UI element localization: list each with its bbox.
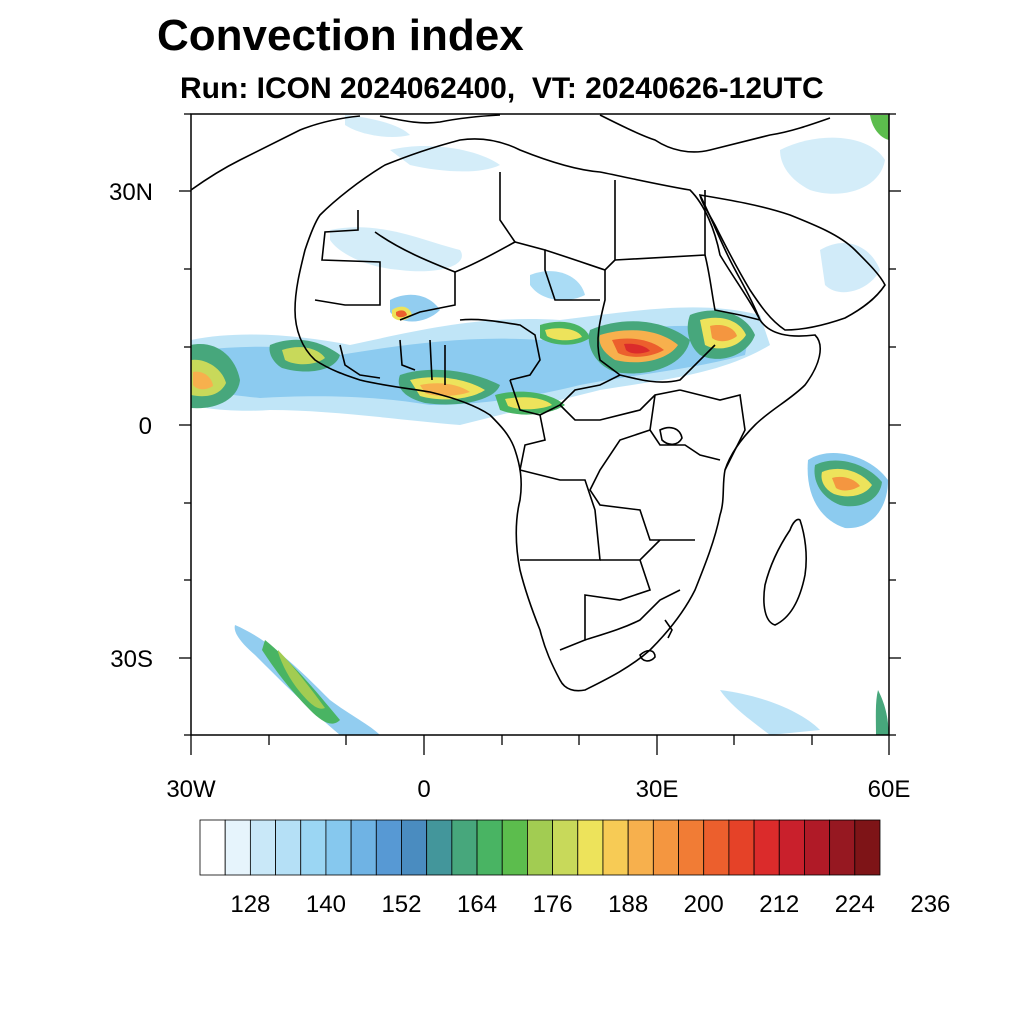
colorbar-label: 128 [230, 891, 270, 918]
colorbar [199, 819, 881, 876]
colorbar-swatch [652, 819, 679, 876]
colorbar-swatch [602, 819, 629, 876]
colorbar-swatch [854, 819, 881, 876]
lon-label-30e: 30E [636, 776, 679, 803]
lat-label-30n: 30N [109, 179, 153, 206]
colorbar-label: 188 [608, 891, 648, 918]
colorbar-swatch [753, 819, 780, 876]
colorbar-swatch [627, 819, 654, 876]
colorbar-swatch [426, 819, 453, 876]
colorbar-swatch [275, 819, 302, 876]
colorbar-swatch [728, 819, 755, 876]
lon-label-30w: 30W [166, 776, 216, 803]
colorbar-swatch [224, 819, 251, 876]
lat-label-30s: 30S [110, 646, 153, 673]
colorbar-swatch [778, 819, 805, 876]
lat-ticks [179, 113, 901, 736]
lon-ticks [190, 735, 890, 755]
coastlines [191, 114, 886, 692]
colorbar-swatch [325, 819, 352, 876]
colorbar-labels: 128 140 152 164 176 188 200 212 224 236 [230, 891, 950, 918]
colorbar-swatch [577, 819, 604, 876]
colorbar-swatch [804, 819, 831, 876]
lon-label-60e: 60E [868, 776, 911, 803]
colorbar-swatch [249, 819, 276, 876]
colorbar-label: 152 [381, 891, 421, 918]
colorbar-swatch [678, 819, 705, 876]
colorbar-swatch [552, 819, 579, 876]
colorbar-swatch [703, 819, 730, 876]
lon-label-0: 0 [417, 776, 430, 803]
colorbar-swatch [401, 819, 428, 876]
colorbar-label: 200 [684, 891, 724, 918]
colorbar-swatch [350, 819, 377, 876]
map-frame [190, 113, 890, 736]
colorbar-swatch [199, 819, 226, 876]
convection-field [191, 115, 889, 735]
colorbar-label: 176 [533, 891, 573, 918]
colorbar-swatch [300, 819, 327, 876]
colorbar-swatch [829, 819, 856, 876]
colorbar-swatch [451, 819, 478, 876]
colorbar-label: 164 [457, 891, 497, 918]
colorbar-label: 236 [910, 891, 950, 918]
plot-title: Convection index [157, 11, 524, 60]
plot-subtitle: Run: ICON 2024062400, VT: 20240626-12UTC [180, 72, 824, 105]
colorbar-label: 212 [759, 891, 799, 918]
colorbar-label: 140 [306, 891, 346, 918]
colorbar-swatch [375, 819, 402, 876]
lat-label-0: 0 [139, 413, 152, 440]
colorbar-swatch [527, 819, 553, 876]
colorbar-label: 224 [835, 891, 875, 918]
colorbar-swatch [501, 819, 528, 876]
colorbar-swatch [476, 819, 503, 876]
